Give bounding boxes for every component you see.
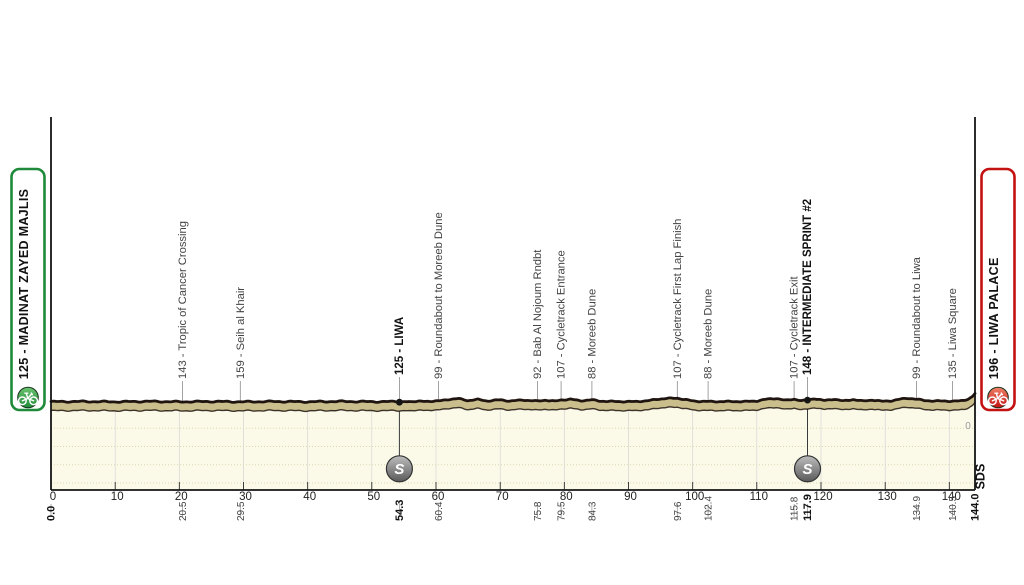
svg-text:88 - Moreeb Dune: 88 - Moreeb Dune [703, 289, 715, 379]
svg-text:117.9: 117.9 [802, 494, 814, 521]
svg-text:125 - LIWA: 125 - LIWA [394, 317, 406, 375]
svg-text:97.6: 97.6 [673, 501, 684, 521]
svg-text:102.4: 102.4 [704, 496, 715, 521]
svg-text:115.8: 115.8 [790, 496, 801, 521]
svg-text:92 - Bab Al Nojoum Rndbt: 92 - Bab Al Nojoum Rndbt [532, 249, 544, 379]
svg-text:130: 130 [878, 491, 897, 503]
svg-text:30: 30 [239, 491, 252, 503]
svg-text:79.5: 79.5 [557, 501, 568, 521]
svg-text:196 - LIWA PALACE: 196 - LIWA PALACE [987, 257, 1001, 379]
svg-text:143 - Tropic of Cancer Crossin: 143 - Tropic of Cancer Crossing [177, 221, 189, 379]
svg-text:60.4: 60.4 [434, 501, 445, 521]
svg-text:54.3: 54.3 [394, 500, 406, 521]
svg-text:88 - Moreeb Dune: 88 - Moreeb Dune [586, 289, 598, 379]
svg-text:148 - INTERMEDIATE SPRINT #2: 148 - INTERMEDIATE SPRINT #2 [802, 199, 814, 375]
svg-text:80: 80 [560, 491, 573, 503]
svg-text:159 - Seih al Khair: 159 - Seih al Khair [235, 287, 247, 379]
svg-text:20: 20 [175, 491, 188, 503]
svg-text:99 - Roundabout to Moreeb Dune: 99 - Roundabout to Moreeb Dune [433, 212, 445, 379]
svg-text:10: 10 [111, 491, 124, 503]
svg-text:134.9: 134.9 [912, 496, 923, 521]
svg-text:110: 110 [750, 491, 768, 503]
svg-text:0.0: 0.0 [46, 506, 58, 521]
svg-text:40: 40 [303, 491, 316, 503]
svg-text:S: S [802, 461, 812, 478]
svg-text:140.5: 140.5 [948, 496, 959, 521]
svg-text:29.5: 29.5 [236, 501, 247, 521]
svg-text:144.0: 144.0 [970, 493, 982, 521]
svg-text:107 - Cycletrack Entrance: 107 - Cycletrack Entrance [556, 250, 568, 379]
svg-text:0: 0 [50, 491, 56, 503]
svg-text:107 - Cycletrack First Lap Fin: 107 - Cycletrack First Lap Finish [672, 219, 684, 379]
svg-text:50: 50 [367, 491, 380, 503]
svg-text:84.3: 84.3 [587, 501, 598, 521]
svg-text:S: S [394, 461, 404, 478]
svg-text:120: 120 [813, 491, 832, 503]
svg-text:100: 100 [685, 491, 704, 503]
svg-text:20.5: 20.5 [178, 501, 189, 521]
svg-text:125 - MADINAT ZAYED MAJLIS: 125 - MADINAT ZAYED MAJLIS [17, 189, 31, 379]
svg-text:70: 70 [496, 491, 509, 503]
svg-text:135 - Liwa Square: 135 - Liwa Square [947, 288, 959, 379]
svg-text:90: 90 [624, 491, 637, 503]
svg-text:107 - Cycletrack Exit: 107 - Cycletrack Exit [789, 276, 801, 379]
svg-text:0: 0 [965, 421, 971, 432]
svg-text:75.8: 75.8 [533, 501, 544, 521]
svg-text:99 - Roundabout to Liwa: 99 - Roundabout to Liwa [911, 256, 923, 379]
svg-text:SDS: SDS [974, 464, 988, 490]
svg-text:60: 60 [432, 491, 445, 503]
